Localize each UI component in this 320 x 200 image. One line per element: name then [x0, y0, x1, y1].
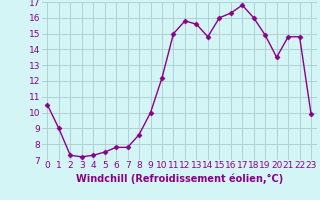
X-axis label: Windchill (Refroidissement éolien,°C): Windchill (Refroidissement éolien,°C)	[76, 173, 283, 184]
